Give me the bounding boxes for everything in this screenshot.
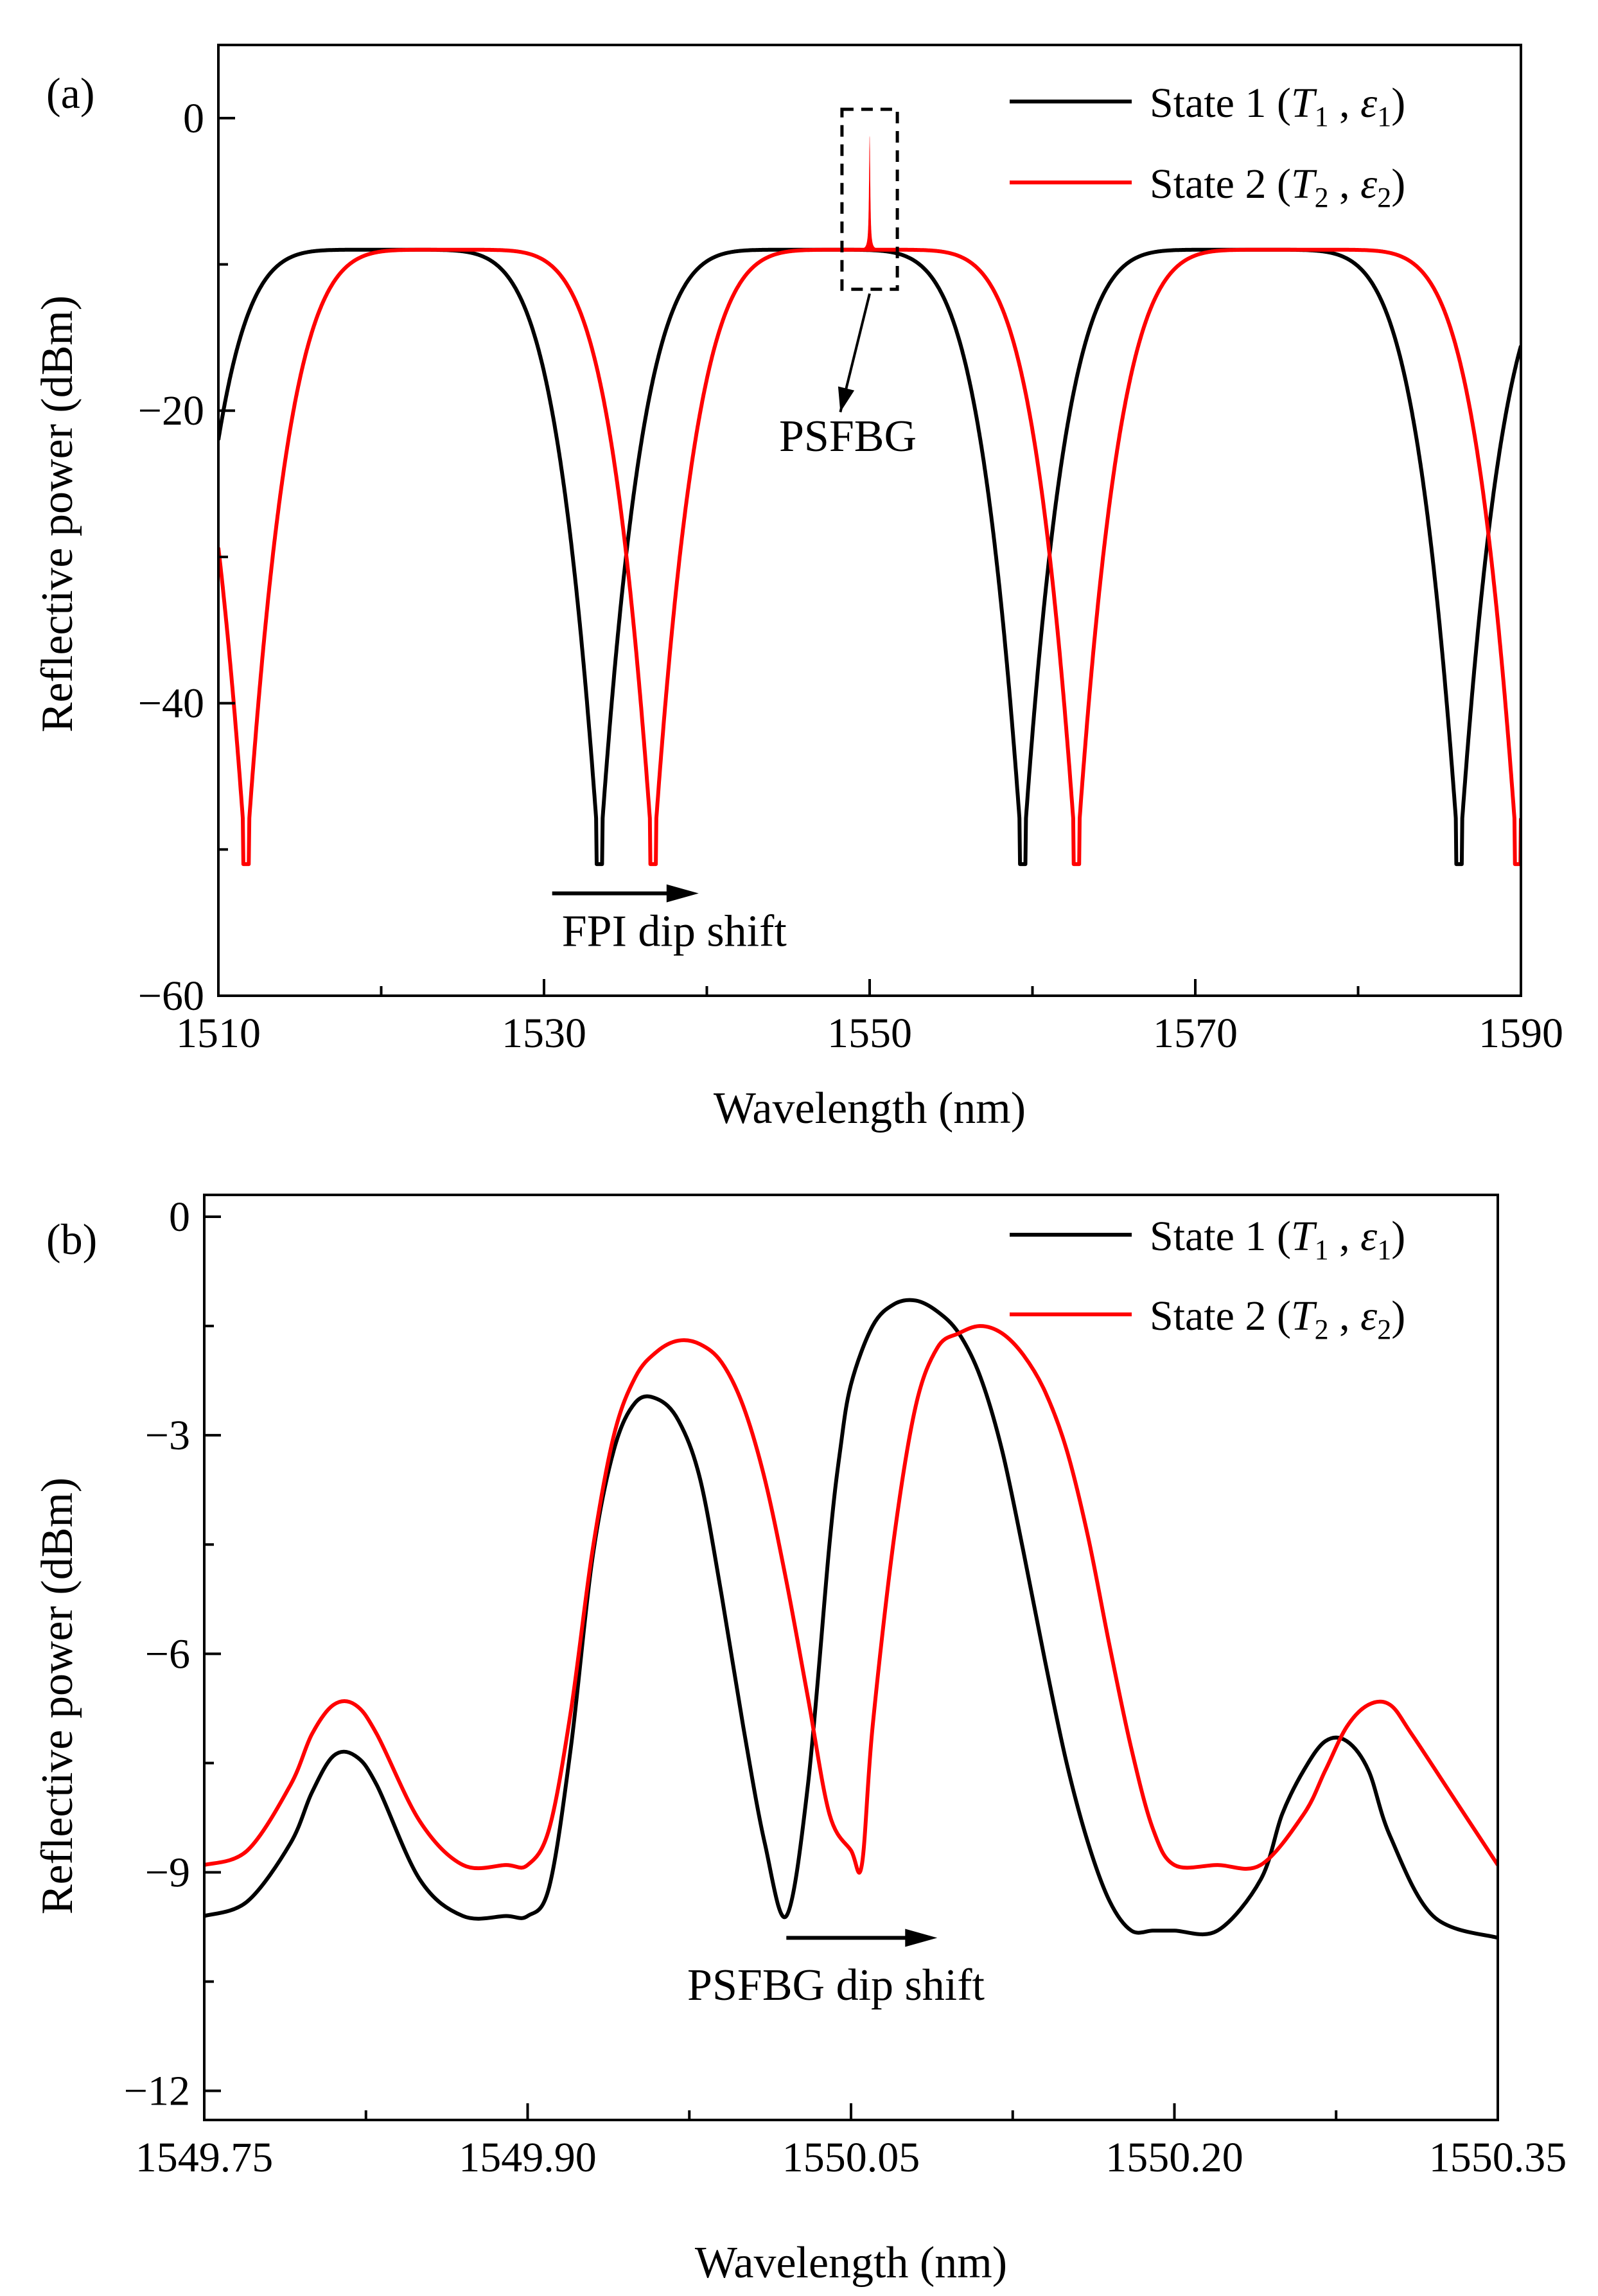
panel-a-xtick-label: 1510 [176, 1010, 261, 1057]
panel-b-x-axis-label: Wavelength (nm) [695, 2238, 1007, 2288]
panel-b-series-state2-line [204, 1324, 1498, 1875]
panel-a-series-state2-line [218, 247, 1521, 867]
panel-a-y-ticks [218, 116, 235, 997]
panel-a-psfbg-label: PSFBG [779, 412, 917, 461]
legend-entry-state1: State 1 (T1 , ε1) [1150, 1213, 1405, 1266]
panel-b-xtick-label: 1550.20 [1105, 2134, 1243, 2181]
panel-b-y-ticks [204, 1215, 221, 2092]
panel-a-fpi-shift-label: FPI dip shift [562, 907, 787, 957]
panel-b-label: (b) [46, 1215, 97, 1264]
legend-entry-state2: State 2 (T2 , ε2) [1150, 1293, 1405, 1345]
panel-b-psfbg-shift-arrowhead [905, 1929, 938, 1947]
panel-a-y-axis-label: Reflective power (dBm) [33, 296, 82, 732]
panel-b-ytick-label: −6 [145, 1630, 190, 1677]
panel-b-xtick-label: 1550.05 [782, 2134, 920, 2181]
panel-b-xtick-label: 1550.35 [1429, 2134, 1567, 2181]
panel-a-psfbg-highlight-box [840, 107, 899, 291]
panel-a-series-state1-line [218, 247, 1521, 867]
panel-b-psfbg-shift-label: PSFBG dip shift [687, 1961, 985, 2010]
panel-b-chart: (b) 1549.75 1549.90 1550.05 1550.20 1550… [33, 1194, 1567, 2288]
panel-b-legend: State 1 (T1 , ε1) State 2 (T2 , ε2) [1010, 1213, 1405, 1345]
panel-b-xtick-label: 1549.90 [459, 2134, 597, 2181]
panel-a-ytick-label: −20 [138, 387, 204, 434]
panel-a-xtick-label: 1590 [1479, 1010, 1563, 1057]
panel-a-chart: (a) 1510 1530 1550 1570 1590 0 −20 −40 −… [33, 44, 1563, 1133]
legend-entry-state1: State 1 (T1 , ε1) [1150, 80, 1405, 132]
legend-entry-state2: State 2 (T2 , ε2) [1150, 161, 1405, 213]
panel-b-ytick-label: −12 [124, 2068, 190, 2115]
panel-a-ytick-label: −60 [138, 973, 204, 1020]
panel-a-legend: State 1 (T1 , ε1) State 2 (T2 , ε2) [1010, 80, 1405, 213]
panel-a-x-ticks [217, 979, 1522, 996]
panel-a-x-axis-label: Wavelength (nm) [714, 1084, 1026, 1133]
panel-a-label: (a) [46, 69, 94, 118]
panel-a-psfbg-peak-state2 [863, 136, 876, 248]
panel-a-xtick-label: 1550 [827, 1010, 912, 1057]
panel-a-fpi-shift-arrowhead [666, 884, 699, 903]
panel-b-ytick-label: 0 [169, 1194, 190, 1241]
panel-b-ytick-label: −3 [145, 1412, 190, 1459]
panel-b-x-ticks [203, 2103, 1499, 2120]
panel-b-y-axis-label: Reflective power (dBm) [33, 1478, 82, 1914]
panel-a-ytick-label: 0 [183, 95, 204, 142]
panel-b-ytick-label: −9 [145, 1849, 190, 1896]
panel-a-xtick-label: 1530 [502, 1010, 586, 1057]
panel-b-xtick-label: 1549.75 [136, 2134, 274, 2181]
panel-a-xtick-label: 1570 [1153, 1010, 1238, 1057]
panel-a-psfbg-arrowhead [838, 386, 855, 412]
panel-a-ytick-label: −40 [138, 680, 204, 727]
panel-b-series-state1-line [204, 1298, 1498, 1940]
